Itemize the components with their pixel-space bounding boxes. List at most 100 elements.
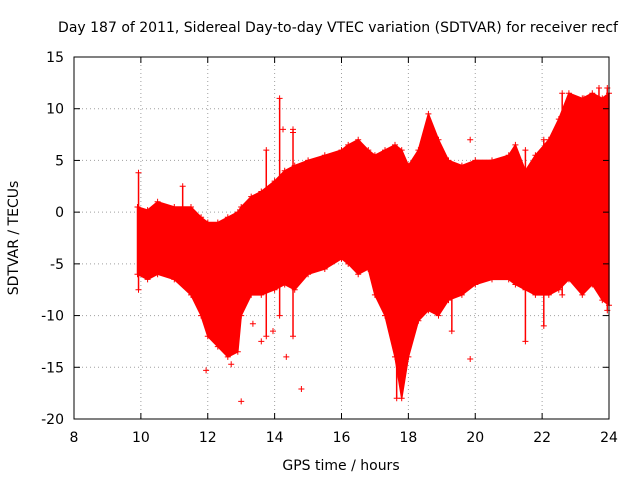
envelope-lower-point — [214, 343, 221, 350]
envelope-upper-point — [214, 219, 221, 226]
envelope-upper-point — [458, 162, 465, 169]
envelope-lower-point — [154, 271, 161, 278]
envelope-upper-point — [532, 152, 539, 159]
envelope-lower-point — [171, 276, 178, 283]
envelope-lower-point — [472, 281, 479, 288]
envelope-lower-point — [555, 286, 562, 293]
envelope-lower-point — [204, 333, 211, 340]
envelope-lower-point — [579, 291, 586, 298]
spike-top-point — [263, 147, 270, 154]
x-tick-label: 8 — [70, 430, 79, 446]
envelope-upper-point — [271, 178, 278, 185]
spike-bottom-point — [276, 312, 283, 319]
spike-top-point — [448, 281, 455, 288]
spike-bottom-point — [596, 271, 602, 278]
envelope-upper-point — [505, 152, 512, 159]
envelope-lower-point — [445, 297, 452, 304]
spike-bottom-point — [290, 333, 296, 340]
envelope-upper-point — [599, 95, 606, 102]
spike-top-point — [559, 90, 566, 97]
envelope-lower-point — [345, 260, 352, 267]
envelope-upper-point — [472, 157, 479, 164]
envelope-upper-point — [555, 116, 562, 123]
envelope-upper-point — [321, 152, 328, 159]
y-tick-label: 15 — [46, 50, 64, 66]
spike-bottom-point — [135, 286, 142, 293]
outlier-point — [467, 356, 474, 362]
envelope-lower-point — [355, 271, 362, 278]
outlier-point — [258, 338, 265, 345]
envelope-lower-point — [134, 271, 141, 278]
outlier-point — [283, 353, 290, 360]
envelope-upper-point — [371, 152, 378, 159]
outlier-point — [270, 328, 276, 335]
y-tick-label: -10 — [41, 309, 64, 325]
spike-bottom-point — [448, 328, 455, 335]
envelope-lower-point — [405, 353, 412, 360]
envelope-upper-point — [154, 198, 161, 205]
envelope-upper-point — [171, 204, 178, 210]
x-tick-label: 20 — [466, 430, 484, 446]
envelope-lower-point — [371, 291, 378, 298]
outlier-point — [298, 386, 305, 392]
spike-top-point — [135, 169, 142, 176]
envelope-lower-point — [545, 291, 552, 298]
envelope-lower-point — [271, 286, 278, 293]
y-tick-label: -20 — [41, 412, 64, 428]
envelope-upper-point — [435, 136, 442, 143]
outlier-point — [203, 367, 210, 374]
envelope-upper-point — [589, 90, 596, 97]
spike-top-point — [179, 183, 186, 190]
envelope-lower-point — [505, 276, 512, 283]
outlier-point — [280, 126, 286, 133]
envelope-lower-point — [458, 291, 465, 298]
spike-bottom-point — [179, 219, 186, 226]
outlier-point — [228, 361, 235, 368]
envelope-lower-point — [435, 312, 442, 319]
sdtvar-envelope — [136, 92, 610, 400]
outlier-point — [467, 136, 474, 143]
envelope-lower-point — [599, 297, 606, 304]
envelope-lower-point — [532, 291, 539, 298]
envelope-lower-point — [224, 353, 231, 360]
y-tick-labels: -20 -15 -10 -5 0 5 10 15 — [41, 50, 64, 428]
envelope-upper-point — [134, 204, 141, 210]
envelope-upper-point — [425, 110, 432, 117]
x-tick-label: 10 — [132, 430, 150, 446]
outlier-point — [238, 398, 245, 405]
axis-ticks — [73, 56, 610, 420]
envelope-upper-point — [365, 147, 372, 154]
spike-bottom-point — [580, 281, 587, 288]
envelope-upper-point — [382, 147, 388, 154]
x-tick-labels: 8 10 12 14 16 18 20 22 24 — [70, 430, 618, 446]
envelope-upper-point — [204, 219, 211, 226]
outlier-point — [249, 320, 256, 327]
envelope-lower-point — [338, 255, 345, 262]
spike-top-point — [276, 95, 283, 102]
y-tick-label: 10 — [46, 102, 64, 118]
envelope-lower-point — [238, 312, 245, 319]
envelope-lower-point — [258, 291, 265, 298]
x-tick-label: 16 — [333, 430, 351, 446]
envelope-lower-point — [489, 276, 495, 283]
envelope-lower-point — [382, 312, 388, 319]
envelope-upper-point — [445, 157, 452, 164]
envelope-upper-point — [355, 136, 362, 143]
y-axis-label: SDTVAR / TECUs — [6, 181, 22, 296]
envelope-lower-point — [415, 317, 422, 324]
x-tick-label: 14 — [266, 430, 284, 446]
envelope-lower-point — [144, 276, 151, 283]
envelope-upper-point — [305, 157, 312, 164]
spike-top-point — [522, 147, 529, 154]
y-tick-label: 5 — [55, 153, 64, 169]
envelope-upper-point — [489, 157, 495, 164]
spike-bottom-point — [522, 338, 529, 345]
chart-title: Day 187 of 2011, Sidereal Day-to-day VTE… — [58, 20, 619, 36]
spike-bottom-point — [393, 395, 400, 402]
envelope-upper-point — [398, 147, 405, 154]
spike-top-point — [540, 136, 547, 143]
envelope-upper-point — [238, 204, 245, 210]
envelope-lower-point — [512, 281, 519, 288]
envelope-lower-point — [565, 276, 572, 283]
